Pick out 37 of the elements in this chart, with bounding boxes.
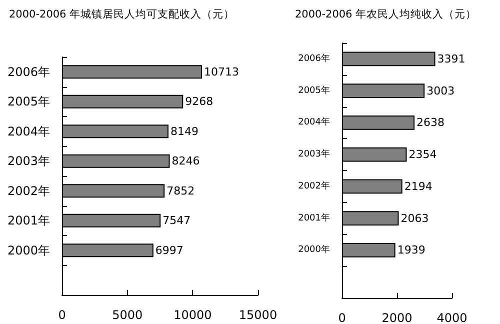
y-tick-label: 2005年	[298, 84, 330, 96]
data-label: 7547	[162, 214, 191, 228]
data-label: 8149	[170, 124, 198, 138]
y-tick-label: 2001年	[298, 212, 330, 224]
y-tick-label: 2006年	[7, 64, 50, 79]
data-label: 3391	[437, 52, 466, 66]
data-label: 7852	[166, 184, 195, 198]
x-tick-label: 2000	[382, 311, 412, 324]
chart-title: 2000-2006 年城镇居民人均可支配收入（元）	[9, 8, 235, 20]
x-tick-label: 0	[338, 311, 346, 324]
data-label: 3003	[426, 84, 455, 98]
data-label: 2194	[404, 180, 432, 193]
x-tick-label: 15000	[238, 308, 278, 322]
x-tick-label: 5000	[112, 308, 143, 322]
y-tick-label: 2004年	[298, 116, 330, 128]
chart-title: 2000-2006 年农民人均纯收入（元）	[295, 8, 477, 20]
data-label: 2063	[400, 212, 429, 225]
y-tick-label: 2000年	[7, 243, 50, 258]
y-tick-label: 2000年	[298, 244, 330, 256]
y-tick-label: 2003年	[298, 148, 330, 160]
y-tick-label: 2001年	[7, 214, 50, 228]
y-tick-label: 2003年	[7, 154, 50, 168]
x-tick-label: 10000	[174, 308, 212, 322]
data-label: 9268	[185, 95, 214, 108]
data-label: 1939	[397, 244, 426, 257]
data-label: 2638	[416, 116, 445, 130]
x-tick-label: 0	[58, 308, 66, 322]
y-tick-label: 2006年	[298, 52, 330, 64]
y-tick-label: 2004年	[7, 124, 50, 138]
data-label: 8246	[172, 154, 200, 168]
data-label: 6997	[155, 244, 184, 257]
data-label: 2354	[408, 148, 437, 162]
data-label: 10713	[204, 65, 239, 78]
x-tick-label: 4000	[436, 311, 468, 324]
y-tick-label: 2002年	[298, 180, 330, 192]
y-tick-label: 2002年	[7, 184, 50, 198]
y-tick-label: 2005年	[7, 94, 50, 109]
